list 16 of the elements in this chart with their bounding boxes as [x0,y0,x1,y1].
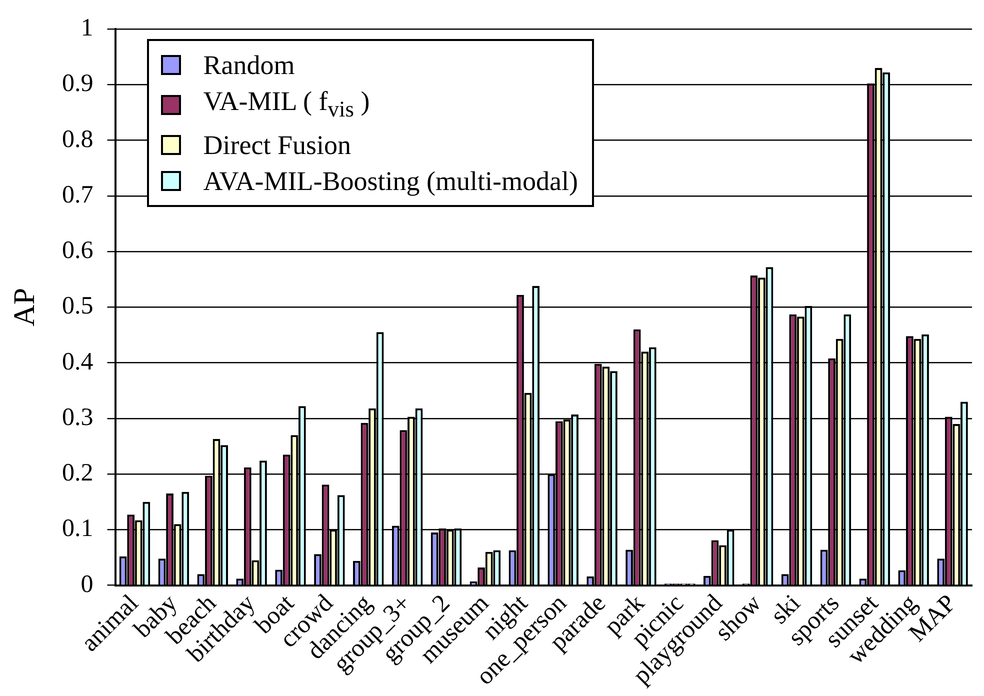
y-tick-label: 0.8 [62,126,94,153]
y-tick-label: 0.9 [62,70,94,98]
y-tick-label: 1 [80,14,94,42]
y-tick-label: 0.5 [62,292,94,320]
y-tick-label: 0.3 [62,404,94,431]
y-tick-label: 0.1 [62,515,94,542]
y-tick-label: 0.6 [62,237,94,264]
legend-label: Random [203,49,295,82]
y-tick-label: 0.7 [62,181,94,208]
legend-label: Direct Fusion [203,129,351,162]
legend-label: AVA-MIL-Boosting (multi-modal) [203,165,578,198]
y-tick-label: 0.2 [62,460,94,487]
y-axis-title: AP [8,288,41,326]
legend-label: VA-MIL ( f$_{vis}$ ) [203,85,370,124]
y-tick-label: 0 [80,570,94,598]
y-tick-label: 0.4 [62,348,94,376]
